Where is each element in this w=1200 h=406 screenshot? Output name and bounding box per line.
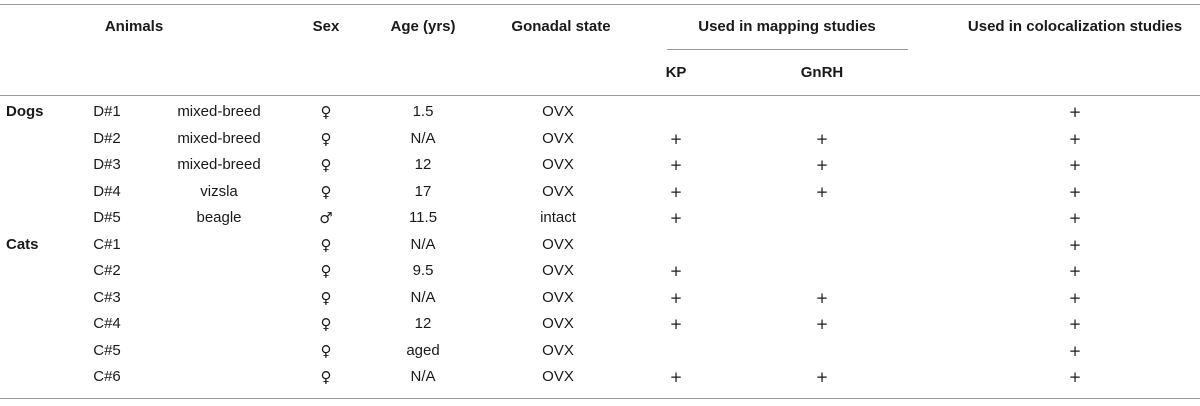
gonadal-state: OVX xyxy=(542,103,574,120)
coloc-mark: + xyxy=(1068,315,1082,333)
animal-id: C#2 xyxy=(93,262,121,279)
gnrh-mark: + xyxy=(815,368,829,386)
animal-id: D#4 xyxy=(93,182,121,200)
age: 9.5 xyxy=(412,262,434,279)
sex-symbol: ♂ xyxy=(319,209,333,227)
kp-mark: + xyxy=(669,129,683,148)
sex-symbol: ♀ xyxy=(320,235,332,254)
breed: mixed-breed xyxy=(177,129,261,147)
age: N/A xyxy=(410,235,436,253)
header-age: Age (yrs) xyxy=(390,18,456,35)
age: 11.5 xyxy=(408,209,438,226)
coloc-mark: + xyxy=(1068,182,1082,201)
coloc-mark: + xyxy=(1068,341,1082,360)
kp-mark: + xyxy=(669,368,683,386)
header-gonadal-state: Gonadal state xyxy=(511,18,611,35)
gonadal-state: OVX xyxy=(542,182,574,200)
sex-symbol: ♀ xyxy=(320,288,332,307)
sex-symbol: ♀ xyxy=(320,156,332,174)
animal-id: D#5 xyxy=(93,209,121,226)
sex-symbol: ♀ xyxy=(320,341,332,360)
sex-symbol: ♀ xyxy=(320,315,332,333)
animal-id: C#4 xyxy=(93,315,121,332)
age: 12 xyxy=(414,156,432,173)
gonadal-state: OVX xyxy=(542,262,574,279)
gonadal-state: OVX xyxy=(542,315,574,332)
coloc-mark: + xyxy=(1068,262,1082,280)
coloc-mark: + xyxy=(1068,103,1082,121)
kp-mark: + xyxy=(669,315,683,333)
group-label: Cats xyxy=(6,235,39,253)
breed: beagle xyxy=(196,209,242,226)
age: aged xyxy=(406,341,440,359)
gonadal-state: OVX xyxy=(542,288,574,306)
header-gnrh: GnRH xyxy=(800,64,844,81)
animal-id: D#1 xyxy=(93,103,121,120)
age: N/A xyxy=(410,288,436,306)
kp-mark: + xyxy=(669,182,683,201)
kp-mark: + xyxy=(669,156,683,174)
table-bottom-rule xyxy=(0,398,1200,399)
animal-id: D#3 xyxy=(93,156,121,173)
gonadal-state: OVX xyxy=(542,156,574,173)
gonadal-state: OVX xyxy=(542,368,574,385)
breed: mixed-breed xyxy=(177,103,261,120)
kp-mark: + xyxy=(669,288,683,307)
gonadal-state: OVX xyxy=(542,129,574,147)
animal-id: C#1 xyxy=(93,235,121,253)
animal-id: D#2 xyxy=(93,129,121,147)
breed: mixed-breed xyxy=(177,156,261,173)
gnrh-mark: + xyxy=(815,156,829,174)
sex-symbol: ♀ xyxy=(320,182,332,201)
table-top-rule xyxy=(0,4,1200,5)
age: N/A xyxy=(410,368,436,385)
sex-symbol: ♀ xyxy=(320,368,332,386)
gonadal-state: OVX xyxy=(542,341,574,359)
sex-symbol: ♀ xyxy=(320,262,332,280)
header-kp: KP xyxy=(665,64,687,81)
coloc-mark: + xyxy=(1068,129,1082,148)
header-bottom-rule xyxy=(0,95,1200,96)
kp-mark: + xyxy=(669,262,683,280)
gnrh-mark: + xyxy=(815,315,829,333)
breed: vizsla xyxy=(200,182,238,200)
coloc-mark: + xyxy=(1068,235,1082,254)
gnrh-mark: + xyxy=(815,182,829,201)
animal-id: C#5 xyxy=(93,341,121,359)
gnrh-mark: + xyxy=(815,129,829,148)
age: 12 xyxy=(414,315,432,332)
gonadal-state: intact xyxy=(540,209,576,226)
animal-id: C#6 xyxy=(93,368,121,385)
group-label: Dogs xyxy=(6,103,44,120)
gnrh-mark: + xyxy=(815,288,829,307)
header-animals: Animals xyxy=(104,18,164,35)
header-mapping-studies: Used in mapping studies xyxy=(698,18,876,35)
age: 1.5 xyxy=(412,103,434,120)
kp-mark: + xyxy=(669,209,683,227)
coloc-mark: + xyxy=(1068,156,1082,174)
animal-id: C#3 xyxy=(93,288,121,306)
gonadal-state: OVX xyxy=(542,235,574,253)
age: N/A xyxy=(410,129,436,147)
header-sex: Sex xyxy=(312,18,340,35)
sex-symbol: ♀ xyxy=(320,129,332,148)
coloc-mark: + xyxy=(1068,209,1082,227)
age: 17 xyxy=(414,182,432,200)
sex-symbol: ♀ xyxy=(320,103,332,121)
mapping-header-underline xyxy=(667,49,908,50)
coloc-mark: + xyxy=(1068,368,1082,386)
header-colocalization-studies: Used in colocalization studies xyxy=(967,18,1183,35)
coloc-mark: + xyxy=(1068,288,1082,307)
